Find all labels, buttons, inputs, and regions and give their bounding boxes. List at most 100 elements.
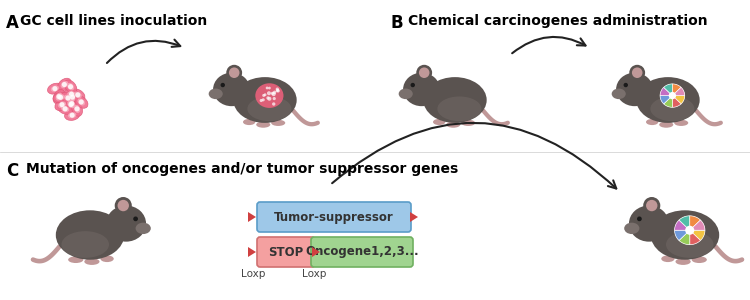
- Ellipse shape: [56, 94, 64, 101]
- Ellipse shape: [629, 206, 669, 242]
- Circle shape: [115, 197, 132, 214]
- Ellipse shape: [64, 80, 76, 93]
- FancyBboxPatch shape: [257, 237, 315, 267]
- Circle shape: [69, 92, 74, 97]
- Text: STOP: STOP: [268, 245, 304, 259]
- Circle shape: [75, 92, 80, 98]
- Polygon shape: [673, 87, 685, 96]
- Ellipse shape: [100, 255, 114, 262]
- Ellipse shape: [136, 223, 151, 234]
- Polygon shape: [664, 96, 673, 107]
- Ellipse shape: [209, 88, 223, 99]
- Polygon shape: [674, 220, 690, 230]
- Polygon shape: [679, 216, 690, 230]
- Ellipse shape: [53, 92, 68, 103]
- Ellipse shape: [68, 256, 83, 263]
- Circle shape: [70, 113, 75, 118]
- Ellipse shape: [461, 120, 476, 126]
- Ellipse shape: [74, 96, 88, 108]
- Ellipse shape: [68, 101, 74, 108]
- Circle shape: [623, 83, 628, 87]
- Circle shape: [58, 95, 63, 100]
- Polygon shape: [690, 220, 705, 230]
- Ellipse shape: [47, 83, 62, 94]
- Ellipse shape: [446, 122, 460, 128]
- Circle shape: [266, 87, 268, 89]
- Ellipse shape: [64, 89, 79, 99]
- Text: Tumor-suppressor: Tumor-suppressor: [274, 211, 394, 224]
- Circle shape: [65, 95, 70, 101]
- Circle shape: [262, 98, 265, 101]
- Ellipse shape: [84, 258, 100, 265]
- Text: B: B: [390, 14, 403, 32]
- Polygon shape: [660, 87, 673, 96]
- Polygon shape: [679, 230, 690, 245]
- Polygon shape: [660, 96, 673, 104]
- Circle shape: [268, 87, 271, 89]
- Ellipse shape: [70, 89, 85, 101]
- Ellipse shape: [56, 210, 125, 260]
- Ellipse shape: [67, 83, 74, 90]
- Ellipse shape: [64, 98, 77, 111]
- Circle shape: [268, 97, 272, 101]
- Ellipse shape: [55, 99, 69, 110]
- Polygon shape: [248, 247, 256, 257]
- Polygon shape: [410, 212, 418, 222]
- Circle shape: [276, 88, 279, 91]
- FancyBboxPatch shape: [311, 237, 413, 267]
- Circle shape: [68, 84, 73, 89]
- Ellipse shape: [651, 210, 719, 260]
- Circle shape: [68, 102, 74, 107]
- Circle shape: [59, 102, 64, 107]
- Ellipse shape: [71, 101, 82, 116]
- Ellipse shape: [666, 231, 713, 258]
- Circle shape: [220, 83, 225, 87]
- Ellipse shape: [646, 119, 658, 125]
- Ellipse shape: [243, 119, 255, 125]
- Text: C: C: [6, 162, 18, 180]
- Circle shape: [646, 200, 658, 211]
- Ellipse shape: [68, 112, 76, 118]
- Ellipse shape: [61, 81, 68, 88]
- Ellipse shape: [58, 103, 73, 114]
- Ellipse shape: [106, 206, 146, 242]
- Ellipse shape: [62, 231, 109, 258]
- Ellipse shape: [51, 85, 59, 92]
- Polygon shape: [690, 216, 700, 230]
- Text: Loxp: Loxp: [302, 269, 326, 279]
- Ellipse shape: [624, 223, 640, 234]
- Ellipse shape: [650, 97, 694, 121]
- Polygon shape: [673, 96, 685, 104]
- Circle shape: [262, 94, 266, 97]
- Ellipse shape: [659, 122, 674, 128]
- Ellipse shape: [213, 73, 250, 106]
- Circle shape: [669, 92, 676, 99]
- FancyBboxPatch shape: [257, 202, 411, 232]
- Ellipse shape: [662, 255, 674, 262]
- Text: Chemical carcinogenes administration: Chemical carcinogenes administration: [408, 14, 708, 28]
- Circle shape: [629, 65, 645, 81]
- Ellipse shape: [660, 84, 685, 107]
- Circle shape: [263, 93, 266, 96]
- Ellipse shape: [74, 105, 80, 113]
- Ellipse shape: [248, 97, 292, 121]
- Ellipse shape: [423, 77, 487, 123]
- Circle shape: [276, 89, 279, 92]
- Circle shape: [74, 106, 80, 111]
- Text: A: A: [6, 14, 19, 32]
- Ellipse shape: [64, 110, 80, 120]
- Ellipse shape: [64, 95, 72, 101]
- Circle shape: [70, 94, 75, 100]
- Text: GC cell lines inoculation: GC cell lines inoculation: [20, 14, 207, 28]
- Ellipse shape: [68, 100, 75, 108]
- Text: Mutation of oncogenes and/or tumor suppressor genes: Mutation of oncogenes and/or tumor suppr…: [26, 162, 458, 176]
- Polygon shape: [673, 84, 681, 96]
- Ellipse shape: [692, 256, 706, 263]
- Circle shape: [273, 97, 276, 100]
- Circle shape: [416, 65, 432, 81]
- Ellipse shape: [399, 88, 412, 99]
- Circle shape: [637, 217, 642, 221]
- Circle shape: [260, 99, 262, 102]
- Circle shape: [134, 217, 138, 221]
- Ellipse shape: [61, 92, 75, 104]
